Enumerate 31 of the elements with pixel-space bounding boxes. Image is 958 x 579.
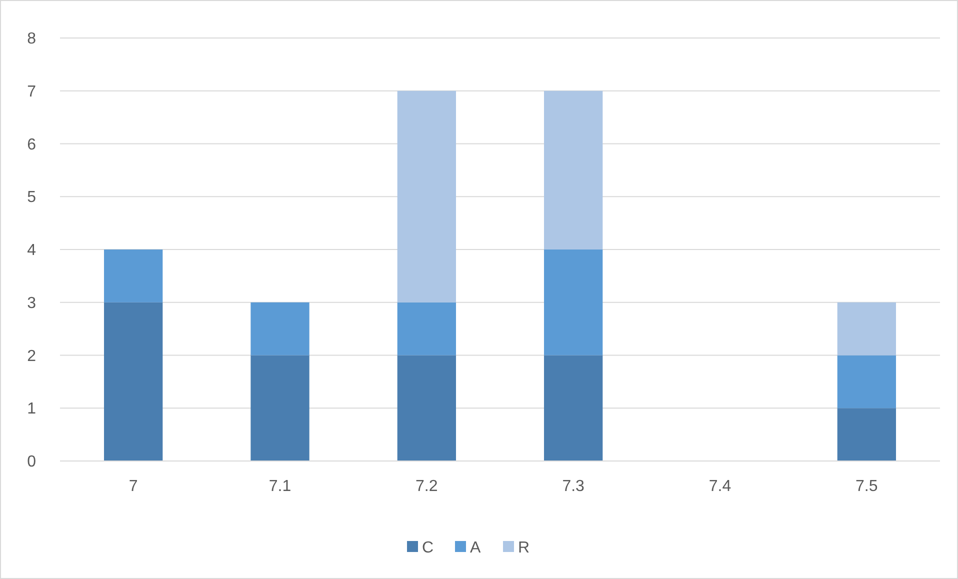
bar bbox=[250, 355, 310, 461]
y-tick-label: 3 bbox=[27, 294, 36, 312]
y-tick-label: 6 bbox=[27, 136, 36, 154]
bar bbox=[104, 302, 163, 461]
y-tick-label: 5 bbox=[27, 189, 36, 206]
x-tick-label: 7 bbox=[128, 478, 138, 495]
y-tick-label: 1 bbox=[27, 400, 36, 418]
y-tick-label: 7 bbox=[27, 83, 36, 100]
y-tick-label: 2 bbox=[27, 348, 36, 365]
bar bbox=[837, 302, 896, 356]
x-tick-label: 7.2 bbox=[416, 478, 438, 495]
legend-label: C bbox=[422, 540, 434, 557]
y-tick-label: 4 bbox=[27, 242, 36, 260]
x-tick-label: 7.5 bbox=[856, 478, 878, 495]
bar bbox=[397, 355, 456, 461]
y-tick-label: 8 bbox=[27, 30, 36, 48]
legend-label: R bbox=[518, 540, 530, 557]
bar bbox=[544, 90, 603, 250]
bar bbox=[544, 250, 603, 356]
legend-label: A bbox=[470, 540, 481, 557]
y-tick-label: 0 bbox=[27, 454, 36, 471]
bar bbox=[104, 250, 163, 302]
bar bbox=[397, 90, 456, 302]
x-tick-label: 7.3 bbox=[562, 478, 585, 495]
bar bbox=[544, 355, 603, 461]
bar bbox=[397, 302, 456, 356]
bar bbox=[837, 355, 896, 408]
x-tick-label: 7.4 bbox=[708, 478, 732, 495]
bar bbox=[250, 302, 310, 356]
bar bbox=[837, 408, 896, 461]
x-tick-label: 7.1 bbox=[268, 478, 292, 495]
